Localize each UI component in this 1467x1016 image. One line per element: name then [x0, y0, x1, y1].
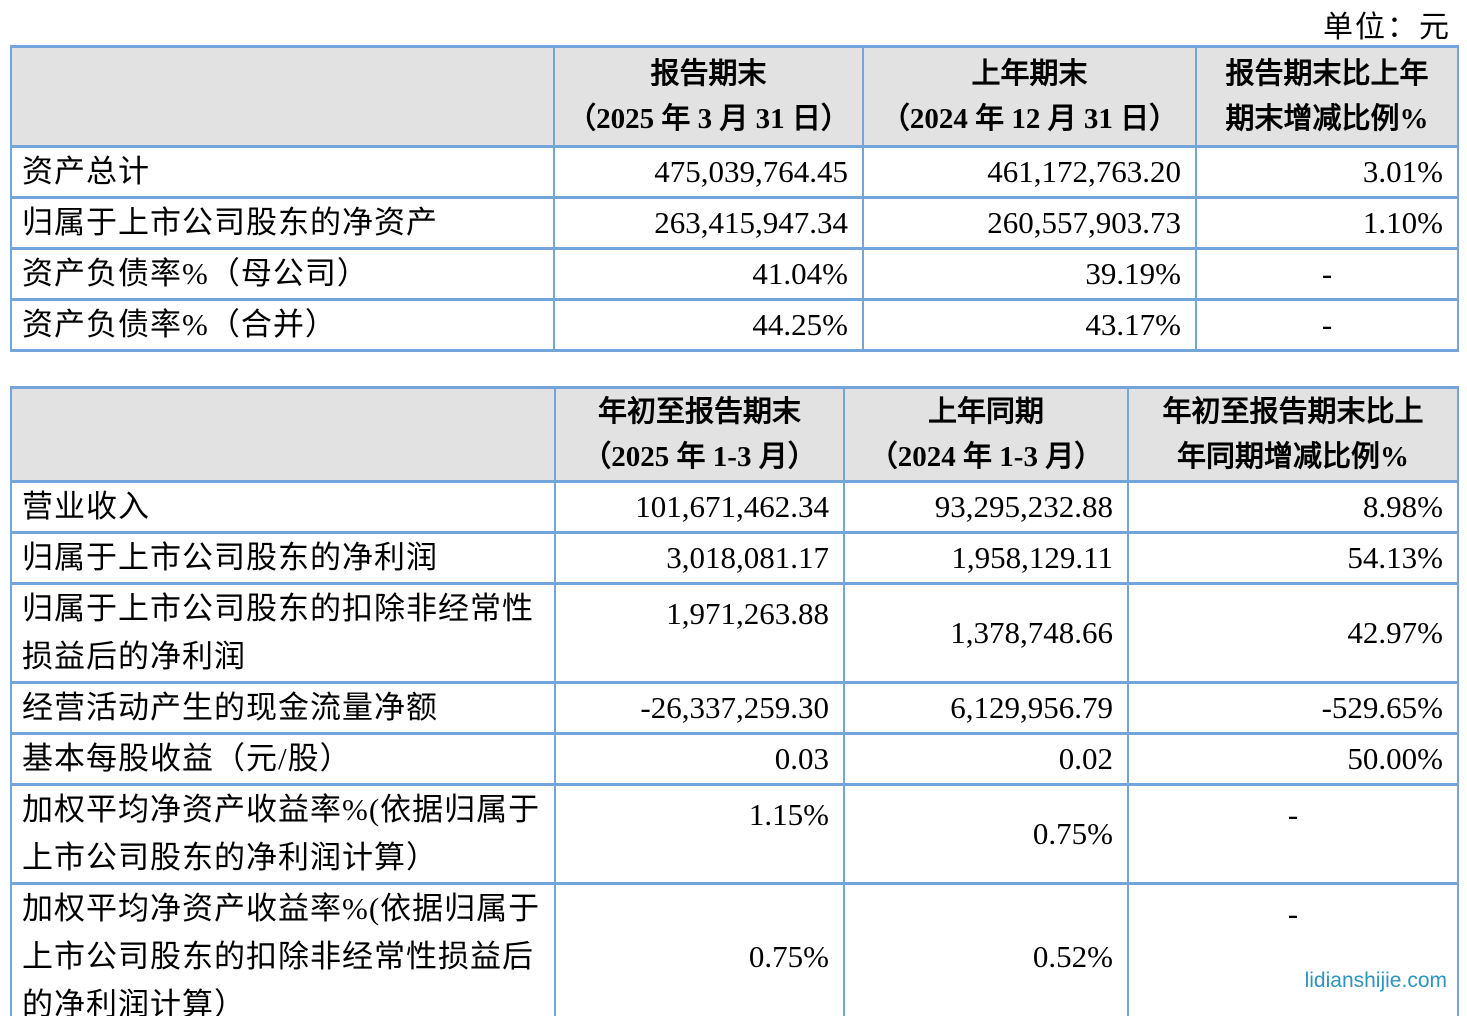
- header-empty-cell: [10, 386, 556, 483]
- value-previous: 0.75%: [843, 783, 1129, 885]
- value-change-dash: -: [1195, 247, 1459, 301]
- value-previous: 39.19%: [862, 247, 1197, 301]
- value-previous: 260,557,903.73: [862, 196, 1197, 250]
- value-current: 0.03: [554, 732, 845, 786]
- row-label: 加权平均净资产收益率%(依据归属于 上市公司股东的扣除非经常性损益后 的净利润计…: [10, 882, 556, 1016]
- value-current: 41.04%: [553, 247, 864, 301]
- row-label: 经营活动产生的现金流量净额: [10, 681, 556, 735]
- value-previous: 93,295,232.88: [843, 480, 1129, 534]
- value-current: 475,039,764.45: [553, 145, 864, 199]
- table-row: 营业收入 101,671,462.34 93,295,232.88 8.98%: [10, 480, 1459, 534]
- row-label: 资产负债率%（母公司）: [10, 247, 555, 301]
- balance-table: 报告期末 （2025 年 3 月 31 日） 上年期末 （2024 年 12 月…: [10, 45, 1459, 352]
- table-row: 资产负债率%（母公司） 41.04% 39.19% -: [10, 247, 1459, 301]
- value-change: 8.98%: [1127, 480, 1459, 534]
- table-row: 基本每股收益（元/股） 0.03 0.02 50.00%: [10, 732, 1459, 786]
- header-change-ratio: 报告期末比上年 期末增减比例%: [1195, 45, 1459, 148]
- table-row: 资产总计 475,039,764.45 461,172,763.20 3.01%: [10, 145, 1459, 199]
- header-empty-cell: [10, 45, 555, 148]
- value-previous: 43.17%: [862, 298, 1197, 352]
- balance-header-row: 报告期末 （2025 年 3 月 31 日） 上年期末 （2024 年 12 月…: [10, 45, 1459, 148]
- row-label: 归属于上市公司股东的净资产: [10, 196, 555, 250]
- income-header-row: 年初至报告期末 （2025 年 1-3 月） 上年同期 （2024 年 1-3 …: [10, 386, 1459, 483]
- table-row: 归属于上市公司股东的扣除非经常性 损益后的净利润 1,971,263.88 1,…: [10, 582, 1459, 684]
- header-prior-period: 上年同期 （2024 年 1-3 月）: [843, 386, 1129, 483]
- value-change: 3.01%: [1195, 145, 1459, 199]
- table-row: 归属于上市公司股东的净利润 3,018,081.17 1,958,129.11 …: [10, 531, 1459, 585]
- row-label: 营业收入: [10, 480, 556, 534]
- table-row: 经营活动产生的现金流量净额 -26,337,259.30 6,129,956.7…: [10, 681, 1459, 735]
- value-previous: 0.52%: [843, 882, 1129, 1016]
- unit-label: 单位：元: [1323, 11, 1451, 44]
- value-change-dash: -: [1127, 882, 1459, 1016]
- value-change: 50.00%: [1127, 732, 1459, 786]
- value-current: 3,018,081.17: [554, 531, 845, 585]
- value-previous: 0.02: [843, 732, 1129, 786]
- value-current: 1,971,263.88: [554, 582, 845, 684]
- value-change: 42.97%: [1127, 582, 1459, 684]
- value-previous: 461,172,763.20: [862, 145, 1197, 199]
- site-watermark: lidianshijie.com: [1304, 969, 1447, 992]
- value-previous: 1,958,129.11: [843, 531, 1129, 585]
- table-row: 加权平均净资产收益率%(依据归属于 上市公司股东的净利润计算） 1.15% 0.…: [10, 783, 1459, 885]
- value-current: 44.25%: [553, 298, 864, 352]
- row-label: 基本每股收益（元/股）: [10, 732, 556, 786]
- value-change: 54.13%: [1127, 531, 1459, 585]
- header-ytd-period: 年初至报告期末 （2025 年 1-3 月）: [554, 386, 845, 483]
- value-previous: 1,378,748.66: [843, 582, 1129, 684]
- value-current: 1.15%: [554, 783, 845, 885]
- row-label: 资产总计: [10, 145, 555, 199]
- value-current: 0.75%: [554, 882, 845, 1016]
- income-table: 年初至报告期末 （2025 年 1-3 月） 上年同期 （2024 年 1-3 …: [10, 386, 1459, 1016]
- row-label: 加权平均净资产收益率%(依据归属于 上市公司股东的净利润计算）: [10, 783, 556, 885]
- value-current: 101,671,462.34: [554, 480, 845, 534]
- header-report-period-end: 报告期末 （2025 年 3 月 31 日）: [553, 45, 864, 148]
- table-row: 加权平均净资产收益率%(依据归属于 上市公司股东的扣除非经常性损益后 的净利润计…: [10, 882, 1459, 1016]
- header-ytd-change-ratio: 年初至报告期末比上 年同期增减比例%: [1127, 386, 1459, 483]
- value-change: -529.65%: [1127, 681, 1459, 735]
- row-label: 归属于上市公司股东的扣除非经常性 损益后的净利润: [10, 582, 556, 684]
- value-previous: 6,129,956.79: [843, 681, 1129, 735]
- table-row: 资产负债率%（合并） 44.25% 43.17% -: [10, 298, 1459, 352]
- value-change-dash: -: [1195, 298, 1459, 352]
- value-current: -26,337,259.30: [554, 681, 845, 735]
- table-row: 归属于上市公司股东的净资产 263,415,947.34 260,557,903…: [10, 196, 1459, 250]
- value-change: 1.10%: [1195, 196, 1459, 250]
- row-label: 资产负债率%（合并）: [10, 298, 555, 352]
- value-change-dash: -: [1127, 783, 1459, 885]
- value-current: 263,415,947.34: [553, 196, 864, 250]
- header-prior-year-end: 上年期末 （2024 年 12 月 31 日）: [862, 45, 1197, 148]
- row-label: 归属于上市公司股东的净利润: [10, 531, 556, 585]
